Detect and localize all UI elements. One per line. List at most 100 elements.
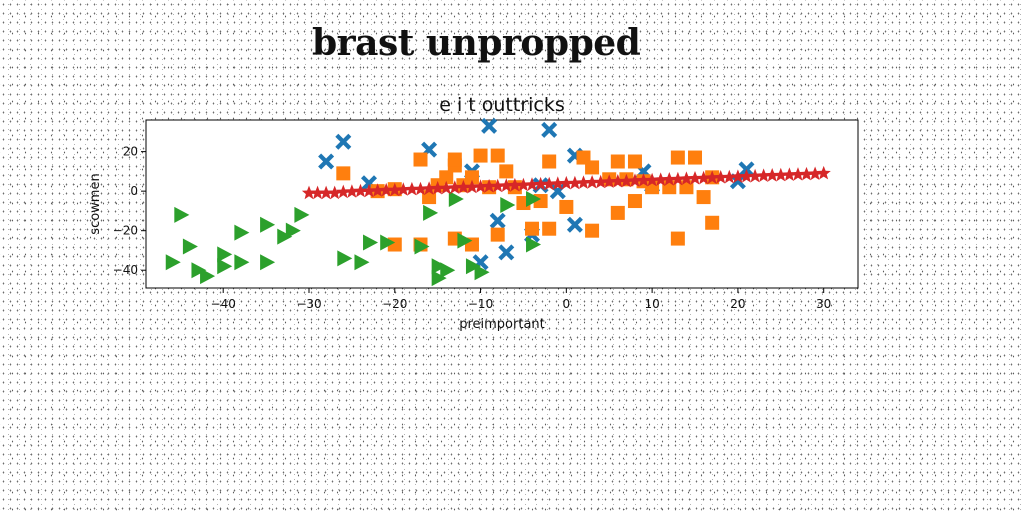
data-point <box>619 173 634 188</box>
data-point <box>576 175 591 189</box>
data-point <box>747 168 763 183</box>
data-point <box>498 244 515 261</box>
data-point <box>662 172 677 186</box>
x-tick-label: −30 <box>296 297 321 311</box>
data-point <box>464 170 479 185</box>
data-point <box>559 175 574 190</box>
data-point <box>447 180 462 194</box>
data-point <box>782 167 797 181</box>
data-point <box>687 171 703 185</box>
data-point <box>610 154 625 169</box>
x-tick-label: −20 <box>382 297 407 311</box>
data-point <box>174 206 190 223</box>
data-point <box>549 183 566 200</box>
data-point <box>319 185 334 200</box>
y-axis-label: scowmen <box>88 173 103 234</box>
data-point <box>456 179 471 194</box>
data-point <box>439 180 454 195</box>
data-point <box>200 268 216 285</box>
data-point <box>756 168 771 182</box>
data-marks <box>165 117 831 287</box>
data-point <box>490 178 505 193</box>
data-point <box>500 196 516 213</box>
data-point <box>379 182 394 197</box>
data-point <box>499 164 514 179</box>
data-point <box>696 190 711 205</box>
data-point <box>465 258 481 275</box>
data-point <box>354 254 370 271</box>
data-point <box>593 174 608 189</box>
data-point <box>584 175 600 189</box>
data-point <box>730 169 745 183</box>
x-tick-label: 10 <box>644 297 659 311</box>
data-point <box>439 170 454 185</box>
data-point <box>585 160 600 175</box>
data-point <box>448 191 464 208</box>
data-point <box>602 174 617 188</box>
data-point <box>277 228 293 245</box>
data-point <box>653 172 668 186</box>
data-point <box>670 171 685 186</box>
data-point <box>722 169 737 184</box>
data-point <box>353 183 368 198</box>
data-point <box>550 176 565 190</box>
data-point <box>524 177 540 191</box>
data-point <box>481 117 498 134</box>
data-point <box>645 172 660 187</box>
y-tick-label: 20 <box>123 145 138 159</box>
data-point <box>464 179 480 194</box>
data-point <box>526 191 542 208</box>
data-point <box>679 171 694 185</box>
data-point <box>431 270 447 287</box>
data-point <box>542 221 557 236</box>
data-point <box>705 215 720 230</box>
data-point <box>380 234 396 251</box>
data-point <box>344 184 359 198</box>
data-point <box>361 183 377 198</box>
data-point <box>516 177 531 192</box>
data-point <box>542 154 557 169</box>
data-point <box>627 173 643 187</box>
data-point <box>688 150 703 165</box>
data-point <box>285 222 301 239</box>
chart-title: e i t outtricks <box>439 94 565 116</box>
data-point <box>713 170 728 184</box>
data-point <box>301 185 317 200</box>
data-point <box>234 224 250 241</box>
data-point <box>765 168 780 182</box>
data-point <box>413 152 428 167</box>
series-3 <box>301 165 831 200</box>
data-point <box>423 204 439 221</box>
x-axis-label: preimportant <box>459 317 545 332</box>
data-point <box>337 250 353 267</box>
data-point <box>473 148 488 163</box>
data-point <box>363 234 379 251</box>
data-point <box>260 254 276 271</box>
data-point <box>217 246 233 263</box>
data-point <box>165 254 181 271</box>
data-point <box>182 238 198 255</box>
data-point <box>790 167 806 181</box>
data-point <box>636 173 651 187</box>
data-point <box>336 166 351 181</box>
data-point <box>191 262 207 279</box>
data-point <box>414 238 430 255</box>
data-point <box>705 170 720 184</box>
data-point <box>318 153 335 170</box>
data-point <box>413 181 428 196</box>
data-point <box>507 177 522 192</box>
data-point <box>490 227 505 242</box>
data-point <box>533 176 548 191</box>
data-point <box>670 150 685 165</box>
data-point <box>526 236 542 253</box>
data-point <box>525 221 540 236</box>
data-point <box>696 170 711 185</box>
data-point <box>799 166 814 181</box>
data-point <box>457 232 473 249</box>
data-point <box>217 258 233 275</box>
page-title: brast unpropped <box>312 22 641 64</box>
data-point <box>440 262 456 279</box>
data-point <box>585 223 600 238</box>
data-point <box>566 216 583 233</box>
